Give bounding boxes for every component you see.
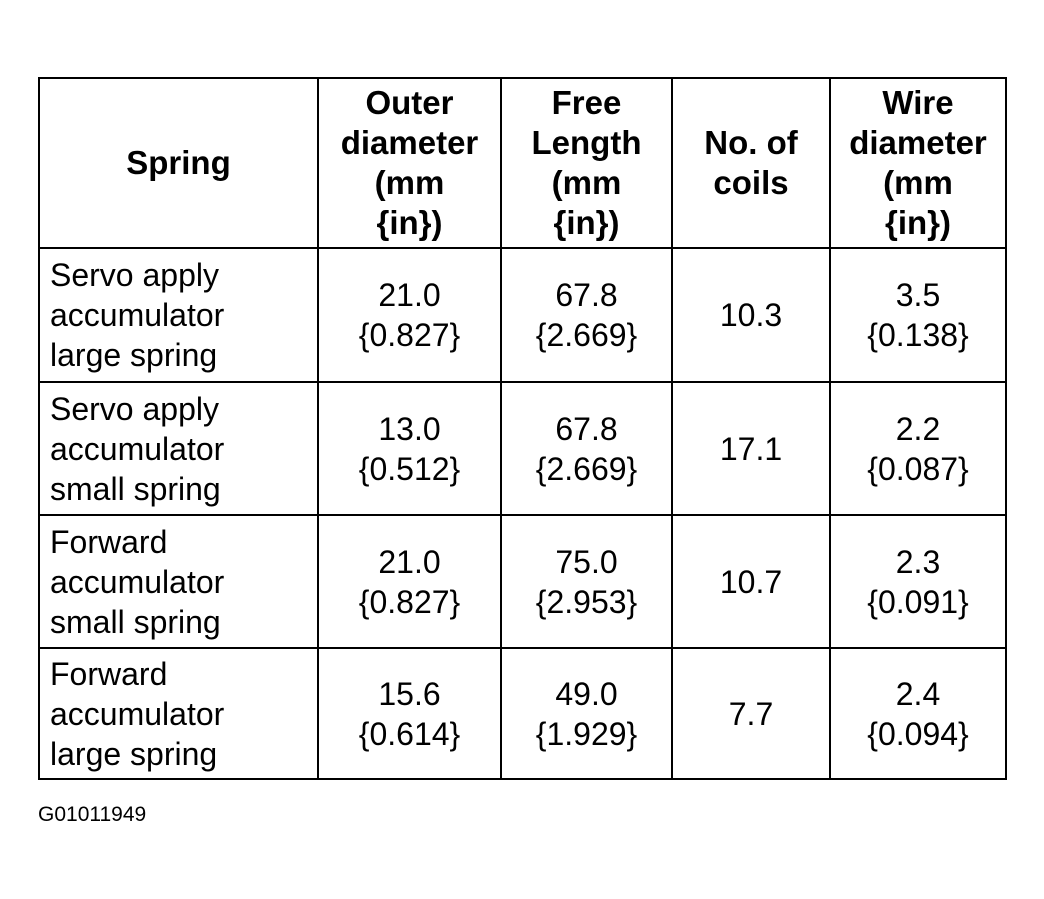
value-cell: 2.3 {0.091} (829, 514, 1007, 649)
cell-line: accumulator (50, 297, 225, 333)
cell-line: accumulator (50, 563, 225, 600)
value-cell: 13.0 {0.512} (317, 381, 502, 516)
table-row: Forward accumulator small spring 21.0 {0.827… (38, 514, 1007, 649)
cell-line: 17.1 (719, 430, 783, 467)
spring-name: Forward accumulator small spring (38, 514, 319, 649)
value-cell: 67.8 {2.669} (500, 247, 673, 383)
table-row: Servo apply accumulator large spring 21.0 {0… (38, 247, 1007, 383)
cell-line: 21.0 (378, 277, 441, 313)
cell-line: {0.827} (358, 583, 461, 620)
cell-line: 3.5 (895, 277, 941, 313)
cell-line: 7.7 (728, 695, 774, 732)
cell-line: {2.669} (535, 317, 638, 353)
table-body: Servo apply accumulator large spring 21.0 {0… (38, 247, 1007, 780)
cell-line: No. of (704, 124, 798, 161)
value-cell: 3.5 {0.138} (829, 247, 1007, 383)
cell-line: Free (551, 84, 622, 121)
table-row: Forward accumulator large spring 15.6 {0.614… (38, 647, 1007, 780)
cell-line: {in}) (376, 204, 443, 241)
cell-line: large spring (50, 735, 218, 772)
header-row: Spring Outer diameter (mm {in}) Free Length (mm… (38, 77, 1007, 249)
cell-line: {0.512} (358, 450, 461, 487)
cell-line: diameter (340, 124, 479, 161)
value-cell: 17.1 (671, 381, 831, 516)
cell-line: 67.8 (555, 277, 618, 313)
header-cell: Free Length (mm {in}) (500, 77, 673, 249)
figure-id: G01011949 (38, 803, 147, 826)
cell-line: Servo apply (50, 257, 219, 293)
cell-line: 2.2 (895, 410, 941, 447)
value-cell: 10.7 (671, 514, 831, 649)
cell-line: 75.0 (555, 543, 618, 580)
cell-line: {0.614} (358, 715, 461, 752)
cell-line: 21.0 (378, 543, 441, 580)
value-cell: 2.4 {0.094} (829, 647, 1007, 780)
value-cell: 15.6 {0.614} (317, 647, 502, 780)
value-cell: 67.8 {2.669} (500, 381, 673, 516)
cell-line: {2.953} (535, 583, 638, 620)
value-cell: 7.7 (671, 647, 831, 780)
cell-line: {0.091} (867, 583, 969, 620)
cell-line: 10.3 (719, 297, 783, 333)
spring-name: Forward accumulator large spring (38, 647, 319, 780)
cell-line: (mm (374, 164, 445, 201)
cell-line: Spring (126, 144, 231, 181)
cell-line: large spring (50, 337, 218, 373)
cell-line: {in}) (885, 204, 951, 241)
cell-line: {0.827} (358, 317, 461, 353)
header-cell: No. of coils (671, 77, 831, 249)
cell-line: Servo apply (50, 390, 219, 427)
cell-line: Forward (50, 655, 168, 692)
cell-line: {2.669} (535, 450, 638, 487)
spring-name: Servo apply accumulator small spring (38, 381, 319, 516)
cell-line: 13.0 (378, 410, 441, 447)
value-cell: 49.0 {1.929} (500, 647, 673, 780)
value-cell: 2.2 {0.087} (829, 381, 1007, 516)
cell-line: 10.7 (719, 563, 783, 600)
value-cell: 21.0 {0.827} (317, 247, 502, 383)
header-cell: Wire diameter (mm {in}) (829, 77, 1007, 249)
value-cell: 21.0 {0.827} (317, 514, 502, 649)
cell-line: diameter (849, 124, 987, 161)
cell-line: 49.0 (555, 675, 618, 712)
cell-line: {0.138} (867, 317, 969, 353)
cell-line: {0.087} (867, 450, 969, 487)
cell-line: small spring (50, 470, 221, 507)
cell-line: {1.929} (535, 715, 638, 752)
cell-line: Wire (882, 84, 954, 121)
spring-name: Servo apply accumulator large spring (38, 247, 319, 383)
cell-line: (mm (551, 164, 622, 201)
spec-table: Spring Outer diameter (mm {in}) Free Length (mm… (38, 77, 1007, 780)
cell-line: (mm (883, 164, 953, 201)
cell-line: 67.8 (555, 410, 618, 447)
cell-line: 2.3 (895, 543, 941, 580)
cell-line: accumulator (50, 695, 225, 732)
cell-line: Outer (365, 84, 454, 121)
cell-line: {0.094} (867, 715, 969, 752)
cell-line: coils (713, 164, 789, 201)
value-cell: 75.0 {2.953} (500, 514, 673, 649)
cell-line: Length (531, 124, 642, 161)
cell-line: accumulator (50, 430, 225, 467)
cell-line: {in}) (553, 204, 620, 241)
cell-line: Forward (50, 523, 168, 560)
value-cell: 10.3 (671, 247, 831, 383)
table-row: Servo apply accumulator small spring 13.0 {0… (38, 381, 1007, 516)
header-cell: Spring (38, 77, 319, 249)
cell-line: 2.4 (895, 675, 941, 712)
cell-line: small spring (50, 603, 221, 640)
header-cell: Outer diameter (mm {in}) (317, 77, 502, 249)
cell-line: 15.6 (378, 675, 441, 712)
